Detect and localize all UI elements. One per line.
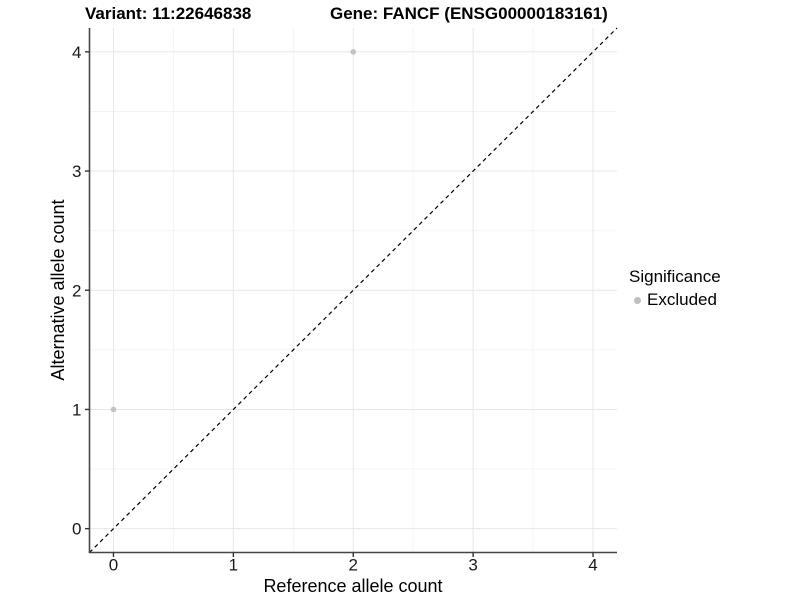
y-tick-label: 1 <box>72 400 81 419</box>
legend-title: Significance <box>629 267 721 286</box>
x-tick-label: 0 <box>109 556 118 575</box>
y-tick-label: 3 <box>72 162 81 181</box>
y-tick-label: 4 <box>72 43 81 62</box>
x-tick-label: 3 <box>468 556 477 575</box>
x-tick-label: 2 <box>349 556 358 575</box>
data-point <box>110 406 117 413</box>
legend-entry-label: Excluded <box>647 290 717 309</box>
legend: Significance Excluded <box>629 267 721 310</box>
plot-title-gene: Gene: FANCF (ENSG00000183161) <box>330 4 608 23</box>
y-tick-label: 2 <box>72 281 81 300</box>
x-tick-label: 4 <box>588 556 597 575</box>
legend-point-icon <box>634 296 641 304</box>
data-point <box>350 49 357 55</box>
x-axis-title: Reference allele count <box>263 576 443 596</box>
identity-line <box>89 27 618 553</box>
legend-entry-excluded: Excluded <box>629 290 721 310</box>
y-axis-title: Alternative allele count <box>48 199 68 381</box>
y-tick-label: 0 <box>72 520 81 539</box>
plot-title-variant: Variant: 11:22646838 <box>85 4 252 23</box>
x-tick-label: 1 <box>229 556 238 575</box>
